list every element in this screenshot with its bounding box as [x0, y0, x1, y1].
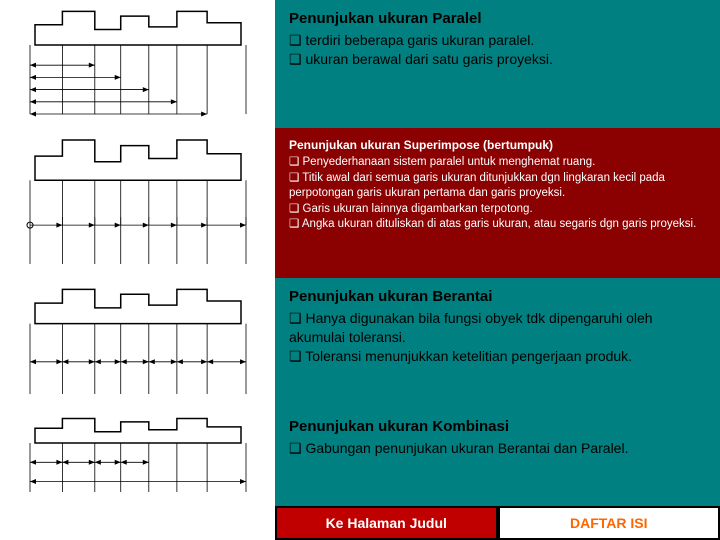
section-1: Penunjukan ukuran Superimpose (bertumpuk…	[275, 128, 720, 278]
section-0: Penunjukan ukuran Paralel terdiri beberap…	[275, 0, 720, 128]
diagram-parallel	[0, 0, 275, 128]
bullet-item: Angka ukuran dituliskan di atas garis uk…	[289, 217, 706, 233]
footer-nav: Ke Halaman Judul DAFTAR ISI	[275, 506, 720, 540]
bullet-item: Toleransi menunjukkan ketelitian pengerj…	[289, 347, 706, 366]
bullet-item: terdiri beberapa garis ukuran paralel.	[289, 31, 706, 50]
section-3: Penunjukan ukuran Kombinasi Gabungan penu…	[275, 408, 720, 506]
section-title: Penunjukan ukuran Superimpose (bertumpuk…	[289, 138, 706, 152]
diagram-column	[0, 0, 275, 540]
diagram-combo	[0, 408, 275, 506]
text-column: Penunjukan ukuran Paralel terdiri beberap…	[275, 0, 720, 540]
nav-title-page-button[interactable]: Ke Halaman Judul	[275, 506, 498, 540]
bullet-item: Gabungan penunjukan ukuran Berantai dan …	[289, 439, 706, 458]
slide-container: Penunjukan ukuran Paralel terdiri beberap…	[0, 0, 720, 540]
section-title: Penunjukan ukuran Kombinasi	[289, 418, 706, 435]
diagram-superimpose	[0, 128, 275, 278]
bullet-item: Hanya digunakan bila fungsi obyek tdk di…	[289, 309, 706, 347]
section-2: Penunjukan ukuran Berantai Hanya digunaka…	[275, 278, 720, 408]
bullet-item: Titik awal dari semua garis ukuran ditun…	[289, 171, 706, 202]
section-title: Penunjukan ukuran Berantai	[289, 288, 706, 305]
bullet-item: Penyederhanaan sistem paralel untuk meng…	[289, 155, 706, 171]
bullet-item: Garis ukuran lainnya digambarkan terpoto…	[289, 202, 706, 218]
bullet-item: ukuran berawal dari satu garis proyeksi.	[289, 50, 706, 69]
section-title: Penunjukan ukuran Paralel	[289, 10, 706, 27]
nav-toc-button[interactable]: DAFTAR ISI	[498, 506, 720, 540]
diagram-chain	[0, 278, 275, 408]
